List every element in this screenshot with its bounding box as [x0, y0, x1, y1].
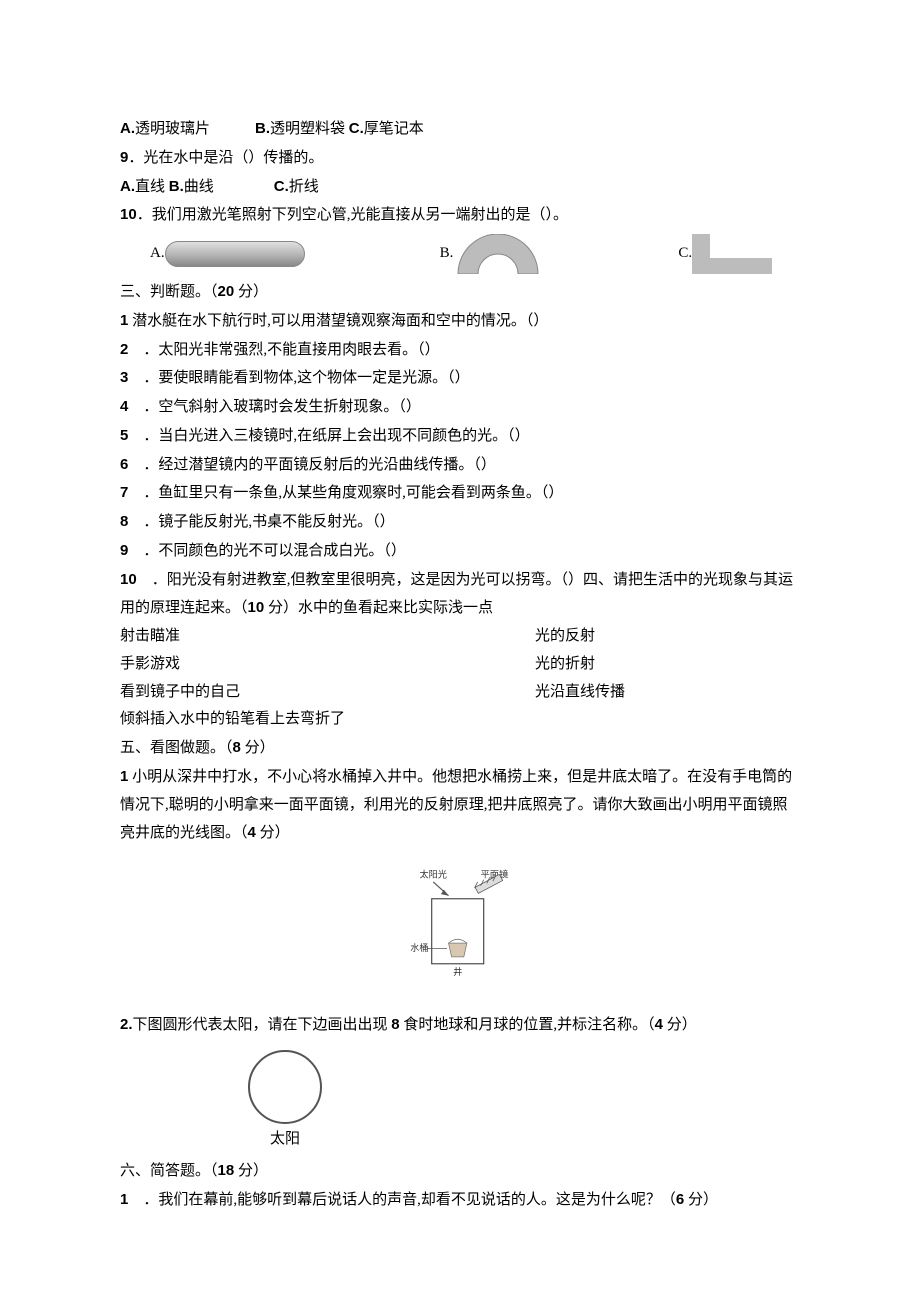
match-left-2: 看到镜子中的自己 [120, 679, 345, 707]
q10-opt-b-label: B. [440, 240, 454, 268]
match-left-col: 射击瞄准 手影游戏 看到镜子中的自己 倾斜插入水中的铅笔看上去弯折了 [120, 623, 345, 734]
sun-text: 太阳 [240, 1126, 330, 1154]
q10-text: ．我们用激光笔照射下列空心管,光能直接从另一端射出的是（）。 [137, 207, 568, 223]
sun-label: 太阳光 [419, 868, 446, 879]
q9-options: A.直线 B.曲线 C.折线 [120, 173, 800, 202]
judge-6: 6 ．经过潜望镜内的平面镜反射后的光沿曲线传播。（） [120, 451, 800, 480]
judge-10: 10 ．阳光没有射进教室,但教室里很明亮，这是因为光可以拐弯。（）四、请把生活中… [120, 566, 800, 624]
match-right-col: 光的反射 光的折射 光沿直线传播 [535, 623, 625, 734]
judge-3: 3 ．要使眼睛能看到物体,这个物体一定是光源。（） [120, 364, 800, 393]
lshape-icon [692, 234, 772, 274]
section6-title: 六、简答题。（18 分） [120, 1157, 800, 1186]
s6-q1: 1 ．我们在幕前,能够听到幕后说话人的声音,却看不见说话的人。这是为什么呢？（6… [120, 1186, 800, 1215]
s5-q2: 2.下图圆形代表太阳，请在下边画出出现 8 食时地球和月球的位置,并标注名称。（… [120, 1011, 800, 1040]
well-label: 井 [453, 966, 462, 977]
match-left-3: 倾斜插入水中的铅笔看上去弯折了 [120, 706, 345, 734]
match-right-0: 光的反射 [535, 623, 625, 651]
match-right-1: 光的折射 [535, 651, 625, 679]
s5-q1: 1 小明从深井中打水，不小心将水桶掉入井中。他想把水桶捞上来，但是井底太暗了。在… [120, 763, 800, 848]
q8-options: A.透明玻璃片 B.透明塑料袋 C.厚笔记本 [120, 115, 800, 144]
section5-title: 五、看图做题。（8 分） [120, 734, 800, 763]
arch-icon [453, 234, 543, 274]
judge-5: 5 ．当白光进入三棱镜时,在纸屏上会出现不同颜色的光。（） [120, 422, 800, 451]
judge-1: 1 潜水艇在水下航行时,可以用潜望镜观察海面和空中的情况。（） [120, 307, 800, 336]
q9-text: ．光在水中是沿（）传播的。 [128, 150, 323, 166]
matching-block: 射击瞄准 手影游戏 看到镜子中的自己 倾斜插入水中的铅笔看上去弯折了 光的反射 … [120, 623, 800, 734]
match-left-1: 手影游戏 [120, 651, 345, 679]
well-figure: 太阳光 平面镜 水桶 井 [120, 854, 800, 1005]
q10-stem: 10．我们用激光笔照射下列空心管,光能直接从另一端射出的是（）。 [120, 201, 800, 230]
q10-figures: A. B. C. [150, 234, 800, 274]
match-right-2: 光沿直线传播 [535, 679, 625, 707]
q10-opt-a-label: A. [150, 240, 165, 268]
q10-opt-c-label: C. [678, 240, 692, 268]
section3-title: 三、判断题。（20 分） [120, 278, 800, 307]
q8-opt-bold: A. [120, 120, 135, 137]
q9-stem: 9．光在水中是沿（）传播的。 [120, 144, 800, 173]
bucket-label: 水桶 [410, 942, 428, 953]
match-left-0: 射击瞄准 [120, 623, 345, 651]
sun-circle-icon [248, 1050, 322, 1124]
bucket-icon [449, 939, 467, 957]
judge-4: 4 ．空气斜射入玻璃时会发生折射现象。（） [120, 393, 800, 422]
q10-num: 10 [120, 206, 137, 223]
judge-2: 2 ．太阳光非常强烈,不能直接用肉眼去看。（） [120, 336, 800, 365]
judge-9: 9 ．不同颜色的光不可以混合成白光。（） [120, 537, 800, 566]
tube-icon [165, 241, 305, 267]
judge-7: 7 ．鱼缸里只有一条鱼,从某些角度观察时,可能会看到两条鱼。（） [120, 479, 800, 508]
judge-8: 8 ．镜子能反射光,书桌不能反射光。（） [120, 508, 800, 537]
sun-figure: 太阳 [240, 1050, 330, 1154]
